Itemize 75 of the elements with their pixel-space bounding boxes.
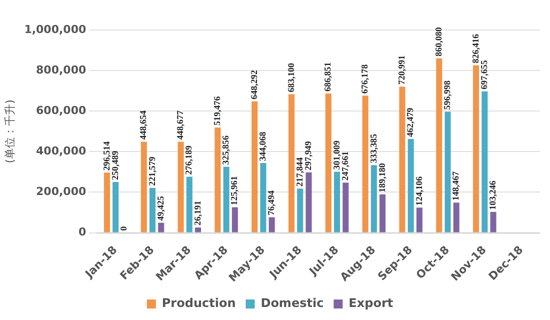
data-label: 683,100 <box>286 62 296 92</box>
bar <box>223 166 230 232</box>
bar <box>362 96 368 232</box>
bar <box>178 142 184 232</box>
data-label: 247,661 <box>340 150 350 181</box>
y-axis-title: (单位：千升) <box>3 100 16 164</box>
data-label: 448,677 <box>175 110 186 140</box>
bar <box>104 172 110 232</box>
bar <box>112 182 119 232</box>
bar <box>214 127 221 232</box>
data-label: 76,494 <box>266 190 276 216</box>
bar <box>252 101 258 232</box>
bar <box>399 86 406 232</box>
bar <box>453 202 460 232</box>
data-label: 325,856 <box>220 134 231 165</box>
data-label: 49,425 <box>155 196 166 221</box>
bar <box>186 176 192 232</box>
bar <box>334 172 340 232</box>
data-label: 26,191 <box>192 200 202 226</box>
bar <box>380 194 386 232</box>
data-label: 462,479 <box>405 107 416 138</box>
bar <box>297 188 304 232</box>
data-label: 301,009 <box>331 140 342 170</box>
bar <box>306 172 312 232</box>
bar <box>325 94 332 232</box>
legend-label: Domestic <box>260 296 324 310</box>
data-label: 333,385 <box>368 133 378 164</box>
data-label: 297,949 <box>303 140 314 170</box>
bar <box>268 217 275 232</box>
data-label: 0 <box>118 226 129 231</box>
data-label: 103,246 <box>488 180 498 210</box>
bar <box>140 142 147 232</box>
bar <box>436 58 442 232</box>
data-label: 148,467 <box>450 170 461 201</box>
y-tick-label: 1,000,000 <box>24 22 86 36</box>
data-label: 250,489 <box>110 150 120 180</box>
data-label: 221,579 <box>146 156 157 186</box>
bar <box>482 91 488 232</box>
bar <box>288 94 295 232</box>
data-label: 296,514 <box>101 140 112 171</box>
data-label: 860,080 <box>433 26 444 56</box>
legend-label: Export <box>348 296 394 310</box>
data-label: 648,292 <box>248 70 259 100</box>
data-label: 519,476 <box>212 96 222 126</box>
data-label: 686,851 <box>322 62 333 92</box>
data-label: 697,655 <box>478 60 489 90</box>
y-tick-label: 800,000 <box>36 63 86 76</box>
data-label: 217,844 <box>294 156 304 187</box>
bar <box>232 207 238 232</box>
data-label: 189,180 <box>376 162 387 192</box>
y-tick-label: 0 <box>78 226 86 239</box>
bar <box>158 222 164 232</box>
bar <box>473 65 480 232</box>
data-label: 676,178 <box>360 64 370 94</box>
bar <box>342 182 349 232</box>
data-label: 344,068 <box>258 131 268 162</box>
bar <box>149 188 156 232</box>
bar <box>490 212 496 232</box>
data-label: 276,189 <box>184 145 194 175</box>
bar <box>260 163 266 232</box>
data-label: 720,991 <box>396 54 407 85</box>
y-tick-label: 200,000 <box>36 185 86 198</box>
data-label: 125,961 <box>229 176 240 206</box>
data-label: 596,998 <box>442 80 452 110</box>
bar <box>408 139 414 232</box>
bar <box>416 208 422 232</box>
data-label: 448,654 <box>138 110 148 140</box>
bar <box>444 112 451 232</box>
legend-label: Production <box>162 296 236 310</box>
bar <box>194 227 202 232</box>
bar <box>370 165 377 232</box>
y-tick-label: 600,000 <box>36 104 86 117</box>
y-tick-label: 400,000 <box>36 144 86 158</box>
data-label: 826,416 <box>470 33 480 64</box>
data-label: 124,106 <box>414 176 424 206</box>
